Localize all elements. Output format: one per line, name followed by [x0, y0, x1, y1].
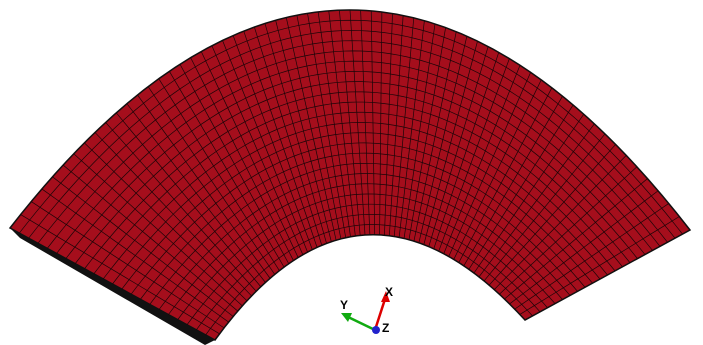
page: X Y Z (() => { const data = JSON.parse(d…	[0, 0, 703, 345]
z-label: Z	[382, 321, 389, 335]
axis-triad: X Y Z	[340, 285, 393, 335]
viewport: X Y Z	[0, 0, 703, 345]
z-axis-dot	[372, 326, 380, 334]
y-axis-arrow	[346, 316, 375, 330]
y-label: Y	[340, 298, 348, 312]
x-label: X	[385, 285, 393, 299]
